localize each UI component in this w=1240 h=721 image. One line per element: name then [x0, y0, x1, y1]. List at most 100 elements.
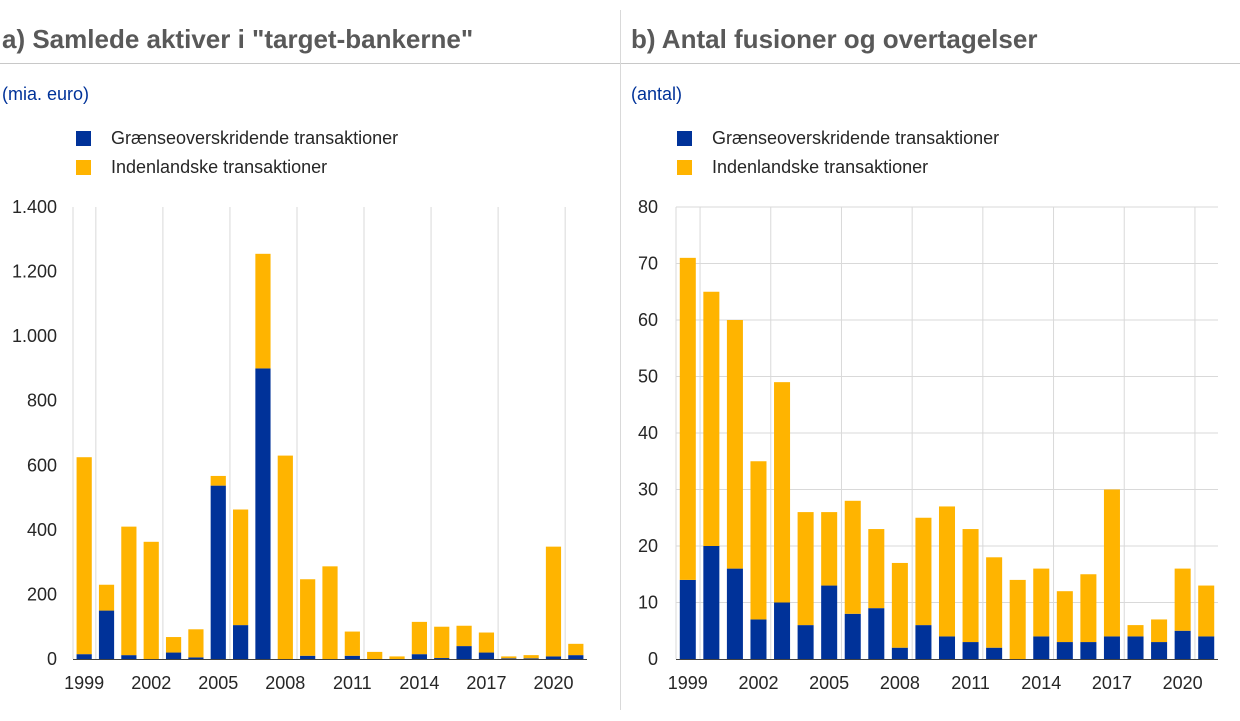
bar-domestic [322, 566, 338, 659]
legend-item-cross-border: Grænseoverskridende transaktioner [677, 124, 999, 153]
bar-domestic [344, 631, 360, 656]
bar-cross-border [255, 368, 271, 659]
bar-domestic [143, 541, 159, 659]
bar-domestic [501, 656, 517, 659]
bar-domestic [891, 562, 908, 648]
bar-domestic [1198, 585, 1215, 637]
bar-cross-border [76, 654, 92, 659]
bar-domestic [962, 529, 979, 643]
x-tick-label: 2008 [880, 673, 920, 693]
x-tick-label: 2014 [399, 673, 439, 693]
bar-domestic [121, 526, 137, 656]
legend-label-domestic: Indenlandske transaktioner [111, 157, 328, 177]
bar-domestic [434, 626, 450, 659]
panel-a-legend: Grænseoverskridende transaktioner Indenl… [76, 124, 398, 182]
x-tick-label: 1999 [64, 673, 104, 693]
bar-cross-border [915, 625, 932, 659]
bar-domestic [210, 475, 226, 486]
y-tick-label: 800 [27, 391, 57, 411]
x-tick-label: 2011 [333, 673, 372, 693]
bar-domestic [726, 320, 743, 569]
x-tick-label: 2020 [533, 673, 573, 693]
bar-domestic [411, 621, 427, 655]
bar-cross-border [501, 658, 517, 659]
bar-domestic [986, 557, 1003, 648]
bar-cross-border [188, 657, 204, 659]
bar-domestic [774, 382, 791, 603]
bar-cross-border [868, 608, 885, 659]
bar-cross-border [726, 568, 743, 659]
legend-swatch-domestic [677, 160, 692, 175]
x-tick-label: 1999 [668, 673, 708, 693]
x-tick-label: 2005 [198, 673, 238, 693]
bar-cross-border [750, 619, 767, 659]
panel-b-legend: Grænseoverskridende transaktioner Indenl… [677, 124, 999, 182]
bar-domestic [1056, 591, 1073, 643]
bar-cross-border [456, 646, 472, 659]
x-tick-label: 2002 [131, 673, 171, 693]
panel-a-title-rule [0, 63, 620, 64]
bar-domestic [389, 656, 405, 659]
bar-cross-border [523, 658, 539, 659]
chart-a: 0 200 400 600 800 1.000 1.200 1.400 1999 2002 2005… [12, 197, 587, 693]
bar-cross-border [434, 658, 450, 659]
bar-cross-border [891, 647, 908, 659]
bar-cross-border [821, 585, 838, 659]
bar-cross-border [165, 652, 182, 659]
legend-label-domestic: Indenlandske transaktioner [712, 157, 929, 177]
bar-cross-border [98, 610, 115, 659]
bar-domestic [1009, 579, 1026, 659]
bar-domestic [478, 632, 495, 653]
bar-cross-border [545, 656, 562, 659]
bar-cross-border [1198, 636, 1215, 659]
x-tick-label: 2002 [738, 673, 778, 693]
bar-cross-border [1080, 642, 1097, 659]
bar-cross-border [1033, 636, 1050, 659]
bar-domestic [98, 584, 115, 611]
x-tick-label: 2014 [1021, 673, 1061, 693]
bar-domestic [188, 629, 204, 658]
bar-domestic [1127, 625, 1144, 637]
bar-cross-border [1151, 642, 1168, 659]
y-tick-label: 20 [638, 536, 658, 556]
bar-domestic [915, 517, 932, 626]
bar-cross-border [703, 546, 720, 659]
bar-domestic [233, 509, 249, 626]
bar-domestic [1033, 568, 1050, 637]
bar-domestic [255, 253, 271, 369]
bar-domestic [679, 257, 696, 580]
bar-domestic [456, 625, 472, 647]
panel-b-title: b) Antal fusioner og overtagelser [631, 24, 1038, 54]
bar-domestic [1174, 568, 1191, 631]
bar-domestic [523, 655, 539, 659]
bar-cross-border [962, 642, 979, 659]
y-tick-label: 30 [638, 480, 658, 500]
bar-cross-border [1127, 636, 1144, 659]
bar-cross-border [774, 602, 791, 659]
bar-cross-border [478, 652, 495, 659]
bar-domestic [868, 529, 885, 609]
panel-divider [620, 10, 621, 710]
panel-a-unit: (mia. euro) [2, 84, 90, 104]
bar-cross-border [568, 655, 584, 659]
y-tick-label: 40 [638, 423, 658, 443]
legend-label-cross-border: Grænseoverskridende transaktioner [111, 128, 399, 148]
bar-domestic [703, 291, 720, 546]
y-tick-label: 200 [27, 584, 57, 604]
y-tick-label: 1.200 [12, 262, 57, 282]
bar-domestic [844, 500, 861, 614]
y-tick-label: 0 [648, 649, 658, 669]
bar-domestic [165, 637, 182, 653]
bar-domestic [797, 512, 814, 626]
legend-swatch-domestic [76, 160, 91, 175]
y-tick-label: 1.000 [12, 326, 57, 346]
bar-cross-border [986, 647, 1003, 659]
y-tick-label: 1.400 [12, 197, 57, 217]
bar-cross-border [300, 655, 316, 659]
bar-domestic [1151, 619, 1168, 643]
panel-b-title-rule [621, 63, 1240, 64]
y-tick-label: 50 [638, 367, 658, 387]
bar-cross-border [411, 654, 427, 659]
bar-domestic [1103, 489, 1120, 637]
x-tick-label: 2017 [466, 673, 506, 693]
